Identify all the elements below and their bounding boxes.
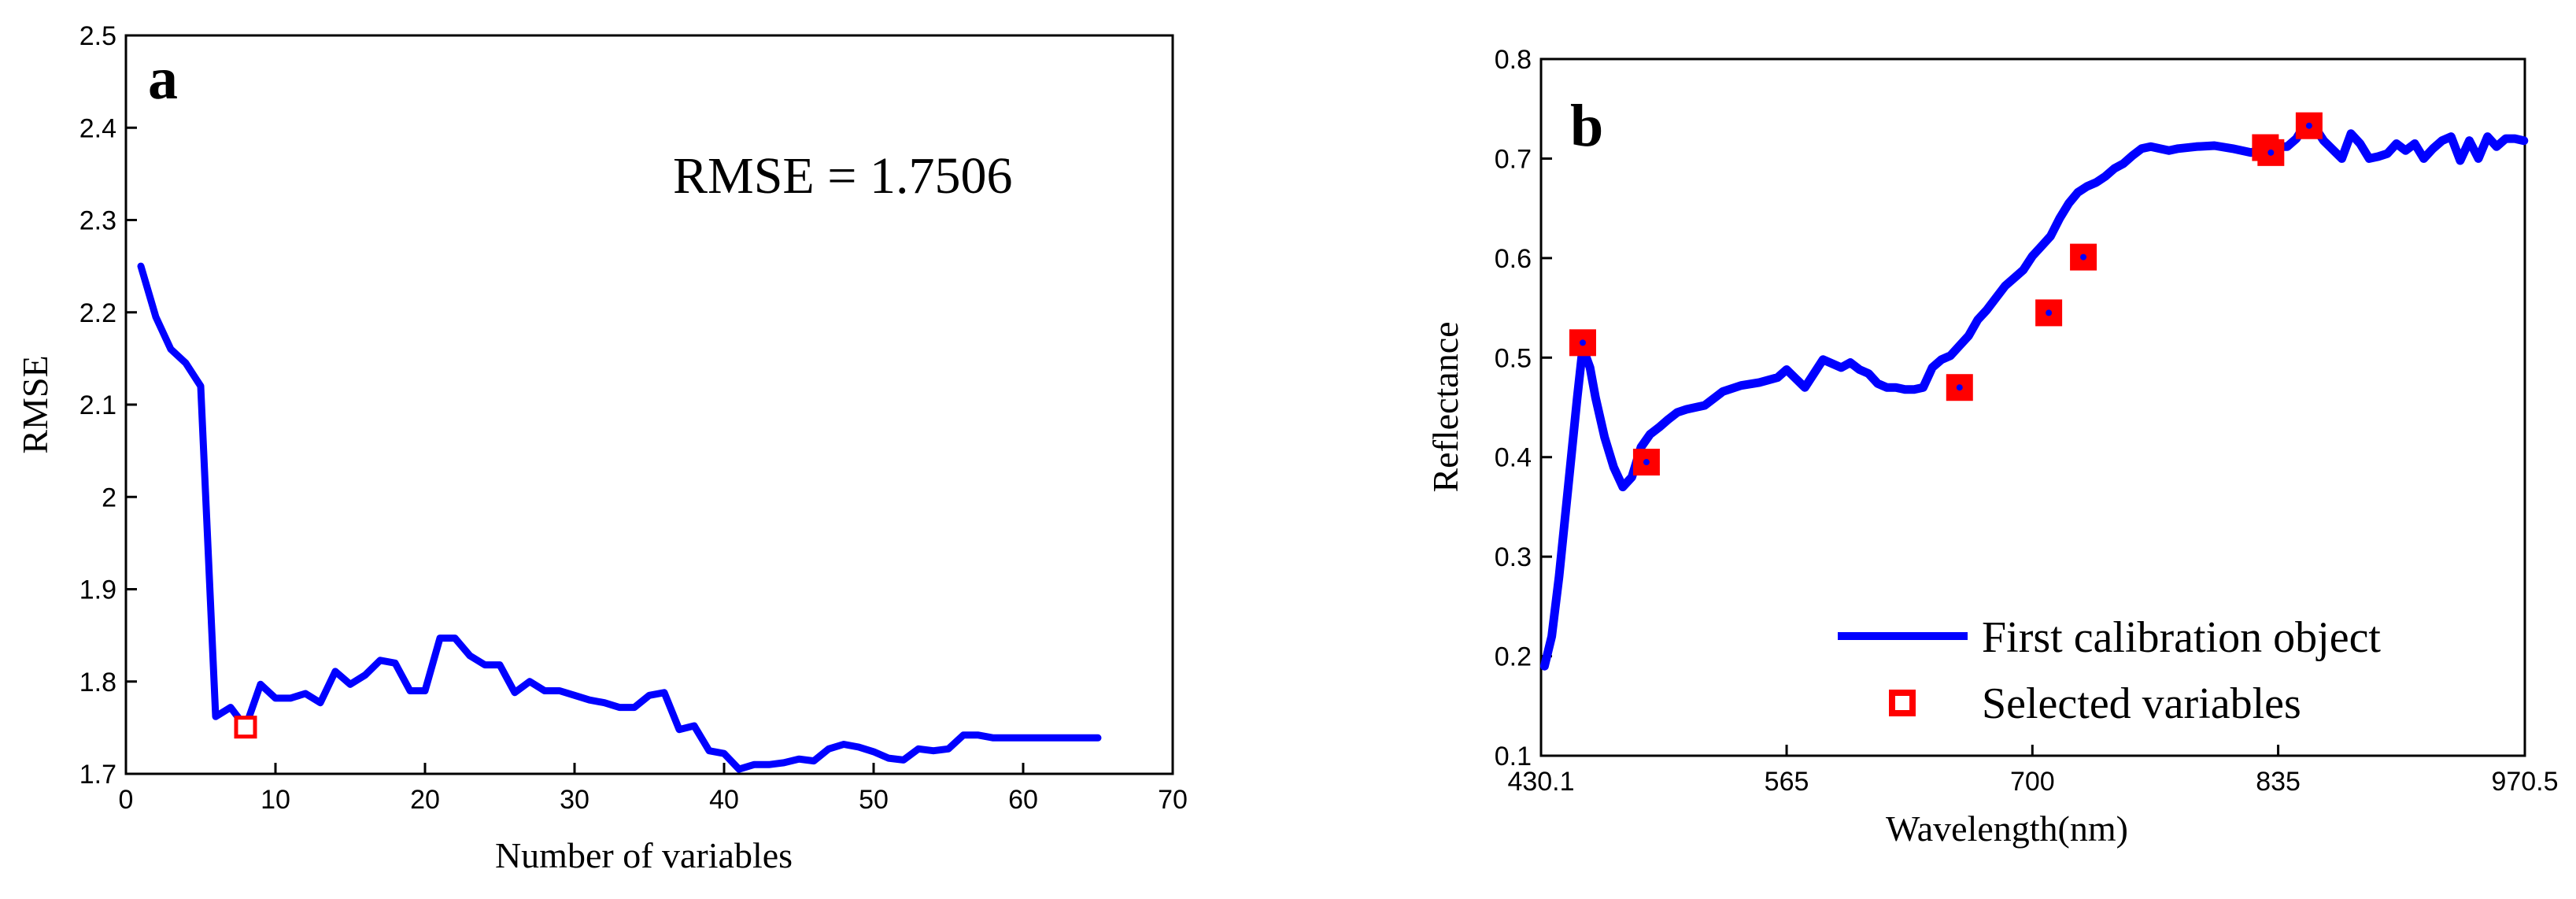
rmse-annotation: RMSE = 1.7506 xyxy=(673,147,1012,205)
panel-b-ytick-label: 0.7 xyxy=(1495,144,1532,174)
panel-a: a RMSE = 1.7506 Number of variables RMSE… xyxy=(15,21,1188,875)
panel-a-xtick-label: 0 xyxy=(119,785,134,815)
panel-b-ytick-label: 0.6 xyxy=(1495,244,1532,274)
panel-b-ytick-label: 0.3 xyxy=(1495,542,1532,572)
legend-marker-swatch xyxy=(1889,690,1916,716)
panel-a-ytick-label: 2 xyxy=(102,483,116,512)
panel-a-ytick-label: 2.4 xyxy=(79,113,116,143)
panel-a-ylabel: RMSE xyxy=(15,355,55,453)
panel-a-ticks: 0 10 20 30 40 50 60 70 1.7 1.8 1.9 2 2.1 2.2 2.3 2.4 2.5 xyxy=(79,21,1188,815)
panel-b-series xyxy=(1539,112,2529,671)
panel-a-xtick-label: 10 xyxy=(261,785,290,815)
panel-b-xtick-label: 700 xyxy=(2010,767,2055,797)
panel-b-selected-variable-dot xyxy=(2267,149,2275,156)
panel-b-ytick-label: 0.1 xyxy=(1495,742,1532,771)
panel-a-xtick-label: 30 xyxy=(560,785,589,815)
panel-a-series-line xyxy=(137,262,1102,773)
panel-a-ytick-label: 2.2 xyxy=(79,298,116,328)
panel-b-selected-variable-marker xyxy=(1946,374,1973,401)
panel-b-series-line xyxy=(1539,119,2529,671)
panel-b: b Wavelength(nm) Reflectance 430.1 565 700… xyxy=(1425,45,2559,849)
panel-b-selected-variable-dot xyxy=(1956,384,1963,391)
panel-a-xtick-label: 70 xyxy=(1158,785,1188,815)
panel-b-ticks: 430.1 565 700 835 970.5 0.1 0.2 0.3 0.4 0.5 0.6 0.7… xyxy=(1495,45,2559,797)
panel-b-selected-variable-dot xyxy=(1643,459,1650,466)
panel-b-selected-variable-marker xyxy=(2257,139,2285,166)
panel-b-selected-variable-dot xyxy=(2080,253,2087,261)
panel-a-xtick-label: 20 xyxy=(410,785,440,815)
panel-b-xtick-label: 970.5 xyxy=(2491,767,2558,797)
panel-b-ylabel: Reflectance xyxy=(1425,321,1465,492)
panel-b-ytick-label: 0.8 xyxy=(1495,45,1532,75)
panel-a-ytick-label: 2.3 xyxy=(79,206,116,236)
panel-b-ytick-label: 0.2 xyxy=(1495,642,1532,672)
legend-entry-selected-variables: Selected variables xyxy=(1982,679,2301,728)
panel-b-selected-variable-marker xyxy=(1632,449,1660,476)
panel-a-ytick-label: 1.7 xyxy=(79,760,116,790)
panel-a-selected-point xyxy=(234,716,257,739)
panel-a-series xyxy=(137,262,1102,773)
panel-a-ytick-label: 2.5 xyxy=(79,21,116,51)
panel-b-ytick-label: 0.5 xyxy=(1495,343,1532,373)
panel-a-ytick-label: 1.8 xyxy=(79,668,116,697)
panel-a-ytick-label: 2.1 xyxy=(79,390,116,420)
panel-b-xlabel: Wavelength(nm) xyxy=(1886,808,2128,849)
panel-a-label: a xyxy=(148,46,178,112)
panel-b-xtick-label: 565 xyxy=(1765,767,1809,797)
panel-a-ytick-label: 1.9 xyxy=(79,575,116,605)
panel-a-xlabel: Number of variables xyxy=(495,835,793,875)
panel-a-axes-frame xyxy=(124,34,1174,775)
panel-b-label: b xyxy=(1570,93,1603,159)
panel-a-xtick-label: 50 xyxy=(859,785,889,815)
legend-entry-first-calibration-object: First calibration object xyxy=(1982,613,2381,662)
panel-b-selected-variable-dot xyxy=(2046,309,2053,316)
panel-b-ytick-label: 0.4 xyxy=(1495,443,1532,473)
panel-b-selected-variable-dot xyxy=(2305,122,2312,129)
panel-a-xtick-label: 60 xyxy=(1008,785,1038,815)
panel-a-xtick-label: 40 xyxy=(709,785,739,815)
panel-b-xtick-label: 835 xyxy=(2256,767,2301,797)
panel-b-selected-variable-dot xyxy=(1579,339,1586,346)
panel-b-xtick-label: 430.1 xyxy=(1507,767,1574,797)
panel-b-legend: First calibration object Selected variab… xyxy=(1838,613,2381,728)
